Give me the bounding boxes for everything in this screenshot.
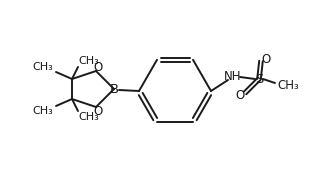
Text: CH₃: CH₃: [78, 56, 99, 66]
Text: CH₃: CH₃: [33, 62, 53, 72]
Text: S: S: [255, 73, 263, 85]
Text: CH₃: CH₃: [33, 106, 53, 116]
Text: CH₃: CH₃: [277, 79, 299, 92]
Text: B: B: [110, 83, 119, 95]
Text: CH₃: CH₃: [78, 112, 99, 122]
Text: NH: NH: [224, 70, 242, 83]
Text: O: O: [93, 61, 103, 74]
Text: O: O: [236, 89, 245, 102]
Text: O: O: [93, 104, 103, 117]
Text: O: O: [261, 53, 271, 65]
